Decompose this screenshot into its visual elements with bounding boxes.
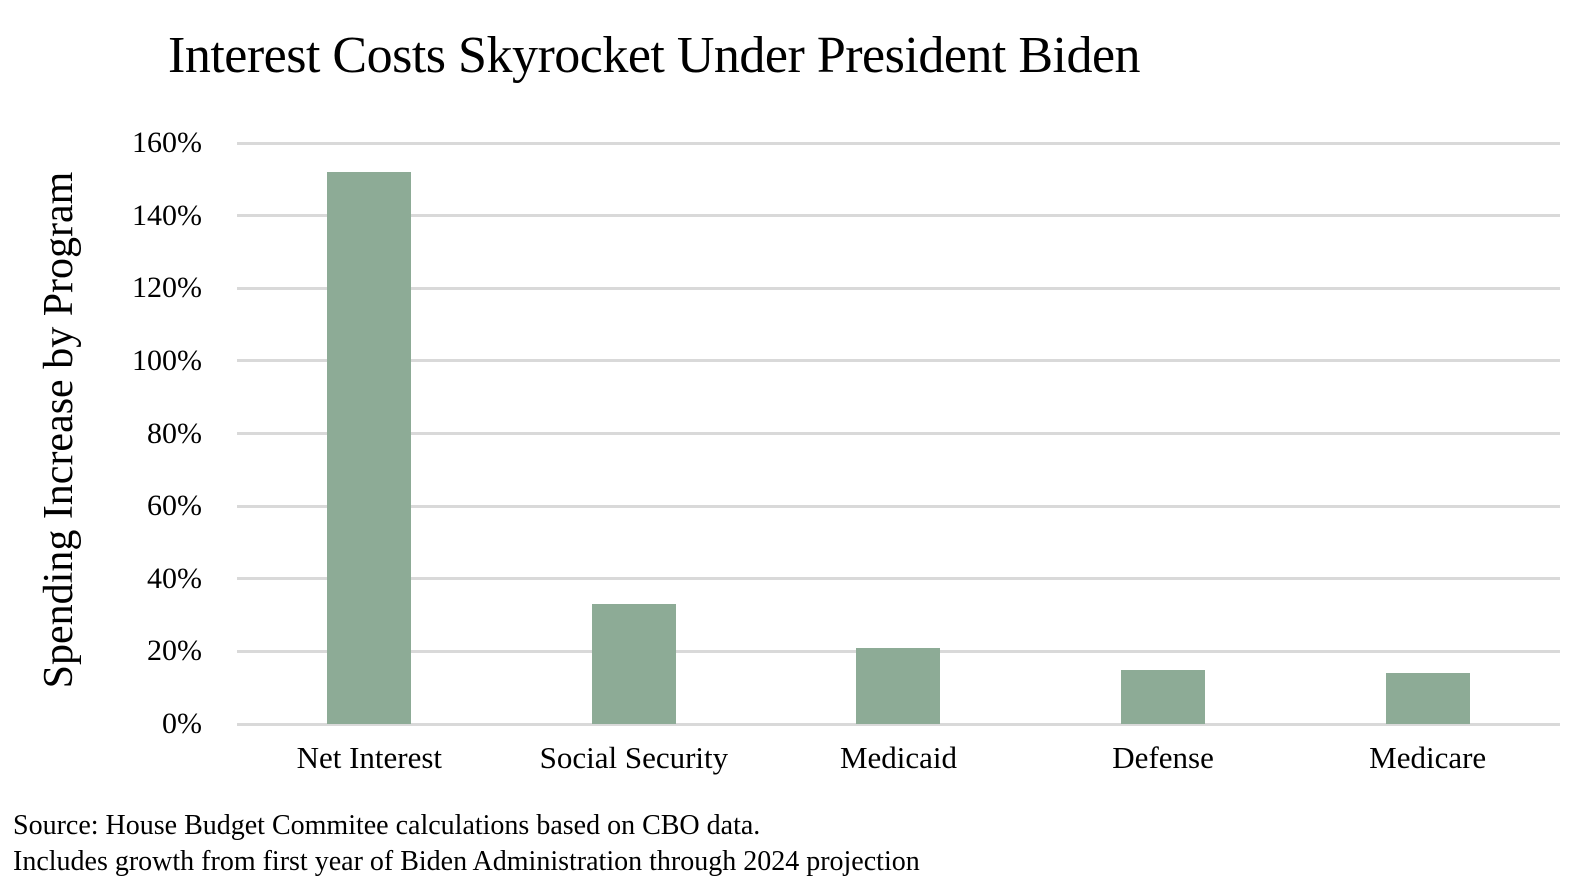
y-tick-label-60pct: 60% bbox=[147, 489, 202, 523]
bar-series bbox=[237, 143, 1560, 724]
x-label-net-interest: Net Interest bbox=[296, 740, 443, 775]
x-label-social-security: Social Security bbox=[539, 740, 729, 775]
y-tick-label-100pct: 100% bbox=[132, 343, 202, 377]
y-tick-label-20pct: 20% bbox=[147, 634, 202, 668]
x-label-medicaid: Medicaid bbox=[839, 740, 958, 775]
x-axis-category-labels: Net Interest Social Security Medicaid Defen… bbox=[237, 740, 1560, 776]
bar-slot-social-security bbox=[502, 143, 767, 724]
bar-net-interest bbox=[327, 172, 412, 724]
bar-slot-medicaid bbox=[766, 143, 1031, 724]
x-label-defense: Defense bbox=[1112, 740, 1214, 775]
bar-slot-net-interest bbox=[237, 143, 502, 724]
y-tick-label-0pct: 0% bbox=[162, 707, 202, 740]
y-tick-label-120pct: 120% bbox=[132, 271, 202, 305]
source-line-1: Source: House Budget Commitee calculatio… bbox=[13, 810, 761, 841]
gridline-120pct bbox=[237, 286, 1560, 290]
source-note: Source: House Budget Commitee calculatio… bbox=[13, 808, 920, 880]
bar-medicaid bbox=[856, 647, 941, 724]
source-line-2: Includes growth from first year of Biden… bbox=[13, 846, 920, 877]
gridline-140pct bbox=[237, 214, 1560, 218]
gridline-60pct bbox=[237, 504, 1560, 508]
plot-area bbox=[237, 141, 1560, 726]
bar-social-security bbox=[591, 604, 676, 724]
y-tick-label-80pct: 80% bbox=[147, 416, 202, 450]
y-tick-label-140pct: 140% bbox=[132, 198, 202, 232]
y-tick-label-160pct: 160% bbox=[132, 126, 202, 159]
gridline-160pct bbox=[237, 141, 1560, 145]
x-label-medicare: Medicare bbox=[1369, 740, 1487, 775]
gridline-0pct bbox=[237, 722, 1560, 726]
gridline-80pct bbox=[237, 432, 1560, 435]
bar-defense bbox=[1121, 669, 1206, 724]
bar-slot-defense bbox=[1031, 143, 1296, 724]
y-axis-tick-labels: 0% 20% 40% 60% 80% 100% 120% 140% 160% bbox=[0, 128, 202, 739]
bar-medicare bbox=[1385, 673, 1470, 724]
gridline-100pct bbox=[237, 359, 1560, 363]
gridline-40pct bbox=[237, 577, 1560, 581]
bar-slot-medicare bbox=[1295, 143, 1560, 724]
y-tick-label-40pct: 40% bbox=[147, 561, 202, 595]
chart-title: Interest Costs Skyrocket Under President… bbox=[168, 27, 1141, 84]
